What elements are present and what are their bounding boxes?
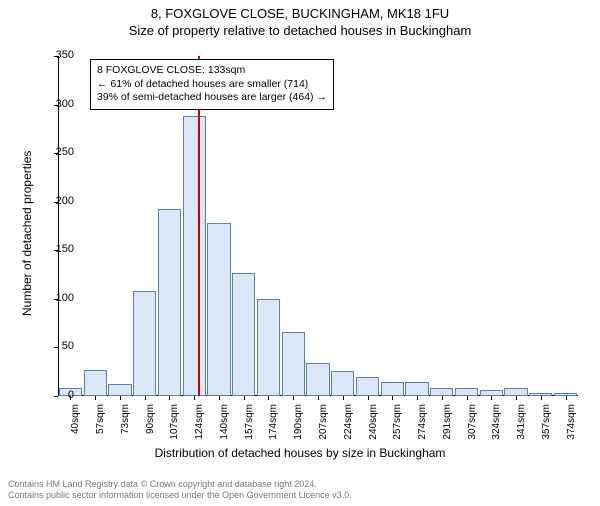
x-tick	[95, 396, 96, 400]
property-callout: 8 FOXGLOVE CLOSE: 133sqm← 61% of detache…	[90, 59, 334, 110]
y-tick-label: 50	[34, 340, 74, 352]
x-tick-label: 207sqm	[318, 404, 329, 444]
x-tick-label: 157sqm	[244, 404, 255, 444]
histogram-bar	[306, 363, 329, 396]
x-tick-label: 240sqm	[368, 404, 379, 444]
callout-line-2: ← 61% of detached houses are smaller (71…	[97, 78, 327, 92]
x-tick	[516, 396, 517, 400]
x-tick-label: 341sqm	[516, 404, 527, 444]
x-tick	[491, 396, 492, 400]
x-tick	[219, 396, 220, 400]
x-tick-label: 224sqm	[343, 404, 354, 444]
histogram-bar	[133, 291, 156, 396]
x-tick-label: 274sqm	[417, 404, 428, 444]
address-title: 8, FOXGLOVE CLOSE, BUCKINGHAM, MK18 1FU	[0, 6, 600, 21]
histogram-bar	[504, 388, 527, 396]
chart-subtitle: Size of property relative to detached ho…	[0, 23, 600, 38]
histogram-bar	[356, 377, 379, 396]
x-tick-label: 124sqm	[194, 404, 205, 444]
x-tick-label: 357sqm	[541, 404, 552, 444]
x-tick	[194, 396, 195, 400]
histogram-bar	[331, 371, 354, 396]
histogram-bar	[405, 382, 428, 396]
callout-line-1: 8 FOXGLOVE CLOSE: 133sqm	[97, 64, 327, 78]
footer-line-2: Contains public sector information licen…	[8, 490, 352, 502]
histogram-bar	[207, 223, 230, 396]
x-tick	[442, 396, 443, 400]
x-tick	[541, 396, 542, 400]
histogram-bar	[108, 384, 131, 396]
histogram-bar	[381, 382, 404, 396]
y-tick-label: 250	[34, 146, 74, 158]
x-tick	[318, 396, 319, 400]
histogram-bar	[232, 273, 255, 396]
x-tick-label: 307sqm	[467, 404, 478, 444]
x-tick-label: 257sqm	[392, 404, 403, 444]
x-tick-label: 107sqm	[169, 404, 180, 444]
x-tick-label: 291sqm	[442, 404, 453, 444]
x-tick	[417, 396, 418, 400]
x-tick-label: 73sqm	[120, 404, 131, 444]
x-axis-label: Distribution of detached houses by size …	[0, 446, 600, 460]
x-tick-label: 374sqm	[566, 404, 577, 444]
y-tick-label: 100	[34, 292, 74, 304]
x-tick-label: 190sqm	[293, 404, 304, 444]
histogram-bar	[455, 388, 478, 396]
y-tick-label: 150	[34, 243, 74, 255]
x-tick	[268, 396, 269, 400]
x-tick-label: 140sqm	[219, 404, 230, 444]
x-tick	[169, 396, 170, 400]
x-tick	[244, 396, 245, 400]
x-tick	[392, 396, 393, 400]
footer-attribution: Contains HM Land Registry data © Crown c…	[8, 479, 352, 502]
x-tick	[145, 396, 146, 400]
x-tick-label: 90sqm	[145, 404, 156, 444]
x-tick-label: 40sqm	[70, 404, 81, 444]
histogram-bar	[84, 370, 107, 396]
callout-line-3: 39% of semi-detached houses are larger (…	[97, 91, 327, 105]
x-tick	[293, 396, 294, 400]
histogram-bar	[158, 209, 181, 396]
x-tick	[120, 396, 121, 400]
histogram-plot: 8 FOXGLOVE CLOSE: 133sqm← 61% of detache…	[58, 56, 578, 396]
x-tick	[343, 396, 344, 400]
x-tick	[467, 396, 468, 400]
y-tick-label: 0	[34, 389, 74, 401]
histogram-bar	[257, 299, 280, 396]
x-tick	[368, 396, 369, 400]
x-tick-label: 57sqm	[95, 404, 106, 444]
histogram-bar	[282, 332, 305, 396]
y-tick-label: 350	[34, 49, 74, 61]
y-tick-label: 200	[34, 195, 74, 207]
histogram-bar	[183, 116, 206, 396]
y-axis-label: Number of detached properties	[20, 151, 34, 316]
footer-line-1: Contains HM Land Registry data © Crown c…	[8, 479, 352, 491]
histogram-bar	[430, 388, 453, 396]
y-tick-label: 300	[34, 98, 74, 110]
x-tick	[566, 396, 567, 400]
x-tick-label: 324sqm	[491, 404, 502, 444]
x-tick-label: 174sqm	[268, 404, 279, 444]
